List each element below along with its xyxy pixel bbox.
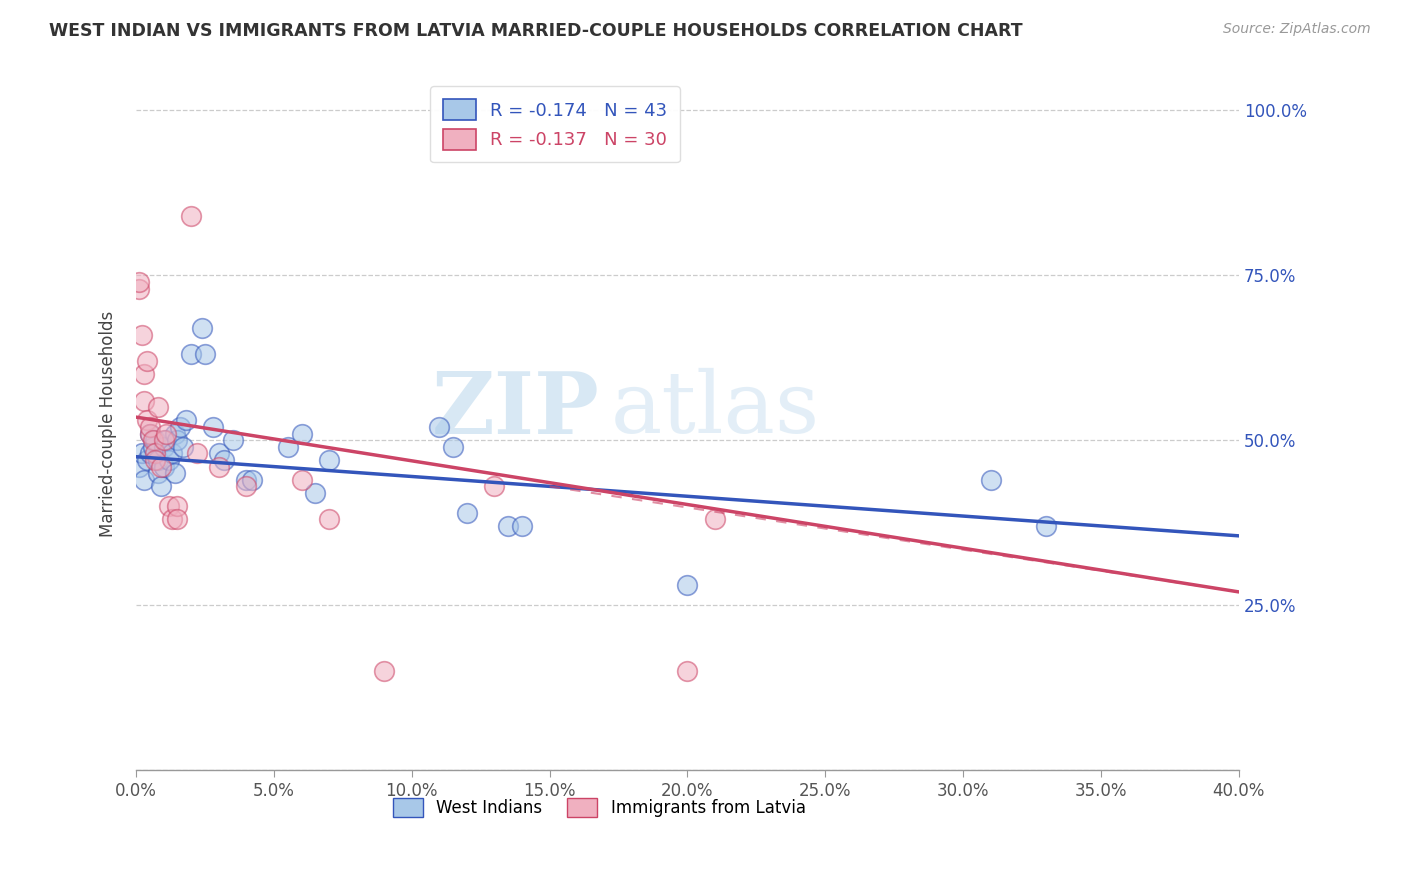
Text: ZIP: ZIP [432, 368, 599, 452]
Point [172, 440, 194, 454]
Point [131, 446, 153, 460]
Point [373, 664, 395, 678]
Y-axis label: Married-couple Households: Married-couple Households [100, 310, 117, 537]
Point [290, 426, 312, 441]
Point [208, 446, 231, 460]
Point [146, 466, 169, 480]
Point [139, 446, 162, 460]
Point [180, 209, 202, 223]
Point [427, 420, 450, 434]
Point [166, 499, 188, 513]
Text: atlas: atlas [610, 368, 820, 451]
Point [221, 434, 243, 448]
Point [194, 347, 217, 361]
Point [166, 512, 188, 526]
Point [128, 459, 150, 474]
Point [136, 354, 159, 368]
Point [128, 281, 150, 295]
Point [318, 512, 340, 526]
Point [202, 420, 225, 434]
Text: Source: ZipAtlas.com: Source: ZipAtlas.com [1223, 22, 1371, 37]
Point [496, 519, 519, 533]
Point [304, 486, 326, 500]
Point [163, 466, 186, 480]
Point [484, 479, 506, 493]
Point [145, 453, 167, 467]
Point [142, 440, 165, 454]
Point [136, 413, 159, 427]
Point [166, 434, 188, 448]
Point [456, 506, 478, 520]
Point [191, 321, 214, 335]
Point [676, 578, 699, 592]
Point [208, 459, 231, 474]
Point [980, 473, 1002, 487]
Point [240, 473, 263, 487]
Point [134, 368, 156, 382]
Point [277, 440, 299, 454]
Point [169, 420, 191, 434]
Point [180, 347, 202, 361]
Point [160, 446, 183, 460]
Point [155, 426, 177, 441]
Point [155, 434, 177, 448]
Point [146, 401, 169, 415]
Point [160, 512, 183, 526]
Point [163, 426, 186, 441]
Legend: West Indians, Immigrants from Latvia: West Indians, Immigrants from Latvia [387, 791, 813, 824]
Point [441, 440, 464, 454]
Point [131, 327, 153, 342]
Point [139, 426, 162, 441]
Point [142, 434, 165, 448]
Point [139, 426, 162, 441]
Point [290, 473, 312, 487]
Point [214, 453, 236, 467]
Point [704, 512, 727, 526]
Point [318, 453, 340, 467]
Point [157, 453, 180, 467]
Point [510, 519, 533, 533]
Point [149, 459, 172, 474]
Point [152, 434, 174, 448]
Point [152, 459, 174, 474]
Point [676, 664, 699, 678]
Point [186, 446, 208, 460]
Point [139, 420, 162, 434]
Point [149, 479, 172, 493]
Point [136, 453, 159, 467]
Point [157, 499, 180, 513]
Point [145, 446, 167, 460]
Point [235, 479, 257, 493]
Point [146, 453, 169, 467]
Point [1035, 519, 1057, 533]
Point [152, 440, 174, 454]
Point [235, 473, 257, 487]
Point [128, 275, 150, 289]
Point [134, 473, 156, 487]
Text: WEST INDIAN VS IMMIGRANTS FROM LATVIA MARRIED-COUPLE HOUSEHOLDS CORRELATION CHAR: WEST INDIAN VS IMMIGRANTS FROM LATVIA MA… [49, 22, 1022, 40]
Point [174, 413, 197, 427]
Point [134, 393, 156, 408]
Point [145, 434, 167, 448]
